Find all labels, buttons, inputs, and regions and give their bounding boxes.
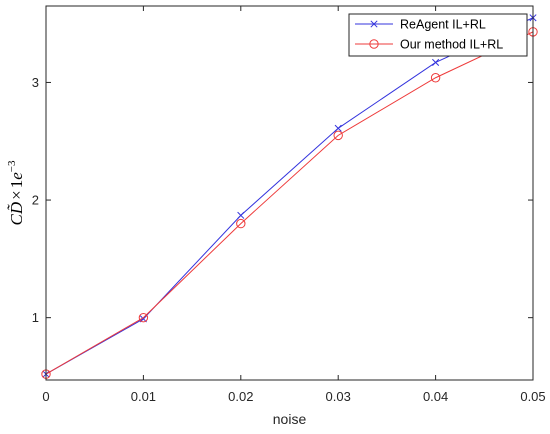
data-point-0-4 bbox=[432, 58, 440, 67]
legend-marker-0-stroke-b bbox=[370, 20, 378, 28]
x-tick-label-1: 0.01 bbox=[131, 389, 156, 404]
legend-marker-0 bbox=[370, 20, 378, 28]
y-label-exp: −3 bbox=[6, 160, 18, 172]
y-tick-label-0: 1 bbox=[32, 310, 39, 325]
legend-box bbox=[348, 13, 528, 57]
legend-label-reagent: ReAgent IL+RL bbox=[400, 18, 486, 32]
legend-label-our-method: Our method IL+RL bbox=[400, 38, 503, 52]
data-point-0-3 bbox=[334, 124, 342, 132]
legend-marker-1 bbox=[369, 39, 379, 49]
data-point-0-2-stroke-b bbox=[237, 211, 245, 219]
legend-marker-circle bbox=[369, 39, 379, 49]
axes-box bbox=[45, 5, 534, 381]
axis-ticks: 0 0.01 0.02 0.03 0.04 0.05 1 2 3 bbox=[32, 6, 546, 404]
plot-area bbox=[41, 14, 538, 379]
y-tick-label-1: 2 bbox=[32, 193, 39, 208]
y-label-one: 1 bbox=[7, 180, 26, 189]
y-label-c: C bbox=[7, 213, 26, 225]
x-tick-label-0: 0 bbox=[42, 389, 49, 404]
data-point-1-3 bbox=[333, 130, 343, 141]
data-point-1-4 bbox=[430, 73, 441, 83]
data-point-0-4-stroke-b bbox=[432, 58, 440, 67]
series-line-1 bbox=[45, 31, 534, 375]
y-axis-label: CD̃×1e−3 bbox=[6, 160, 26, 225]
x-axis-label: noise bbox=[273, 411, 307, 427]
series-line-0 bbox=[45, 17, 534, 375]
series-0 bbox=[42, 14, 537, 378]
data-point-0-3-stroke-b bbox=[334, 124, 342, 132]
legend-marker-x bbox=[370, 20, 378, 28]
x-tick-label-5: 0.05 bbox=[520, 389, 545, 404]
series-1 bbox=[41, 27, 538, 379]
x-tick-label-2: 0.02 bbox=[228, 389, 253, 404]
data-point-1-1 bbox=[138, 312, 149, 323]
y-label-d: D̃ bbox=[7, 201, 26, 215]
data-point-0-2 bbox=[237, 211, 245, 219]
y-label-e: e bbox=[7, 172, 26, 180]
x-tick-label-4: 0.04 bbox=[423, 389, 448, 404]
y-tick-label-2: 3 bbox=[32, 75, 39, 90]
x-tick-label-3: 0.03 bbox=[326, 389, 351, 404]
data-point-1-2 bbox=[236, 218, 246, 229]
legend: ReAgent IL+RL Our method IL+RL bbox=[348, 13, 528, 57]
y-label-times: × bbox=[7, 190, 26, 200]
